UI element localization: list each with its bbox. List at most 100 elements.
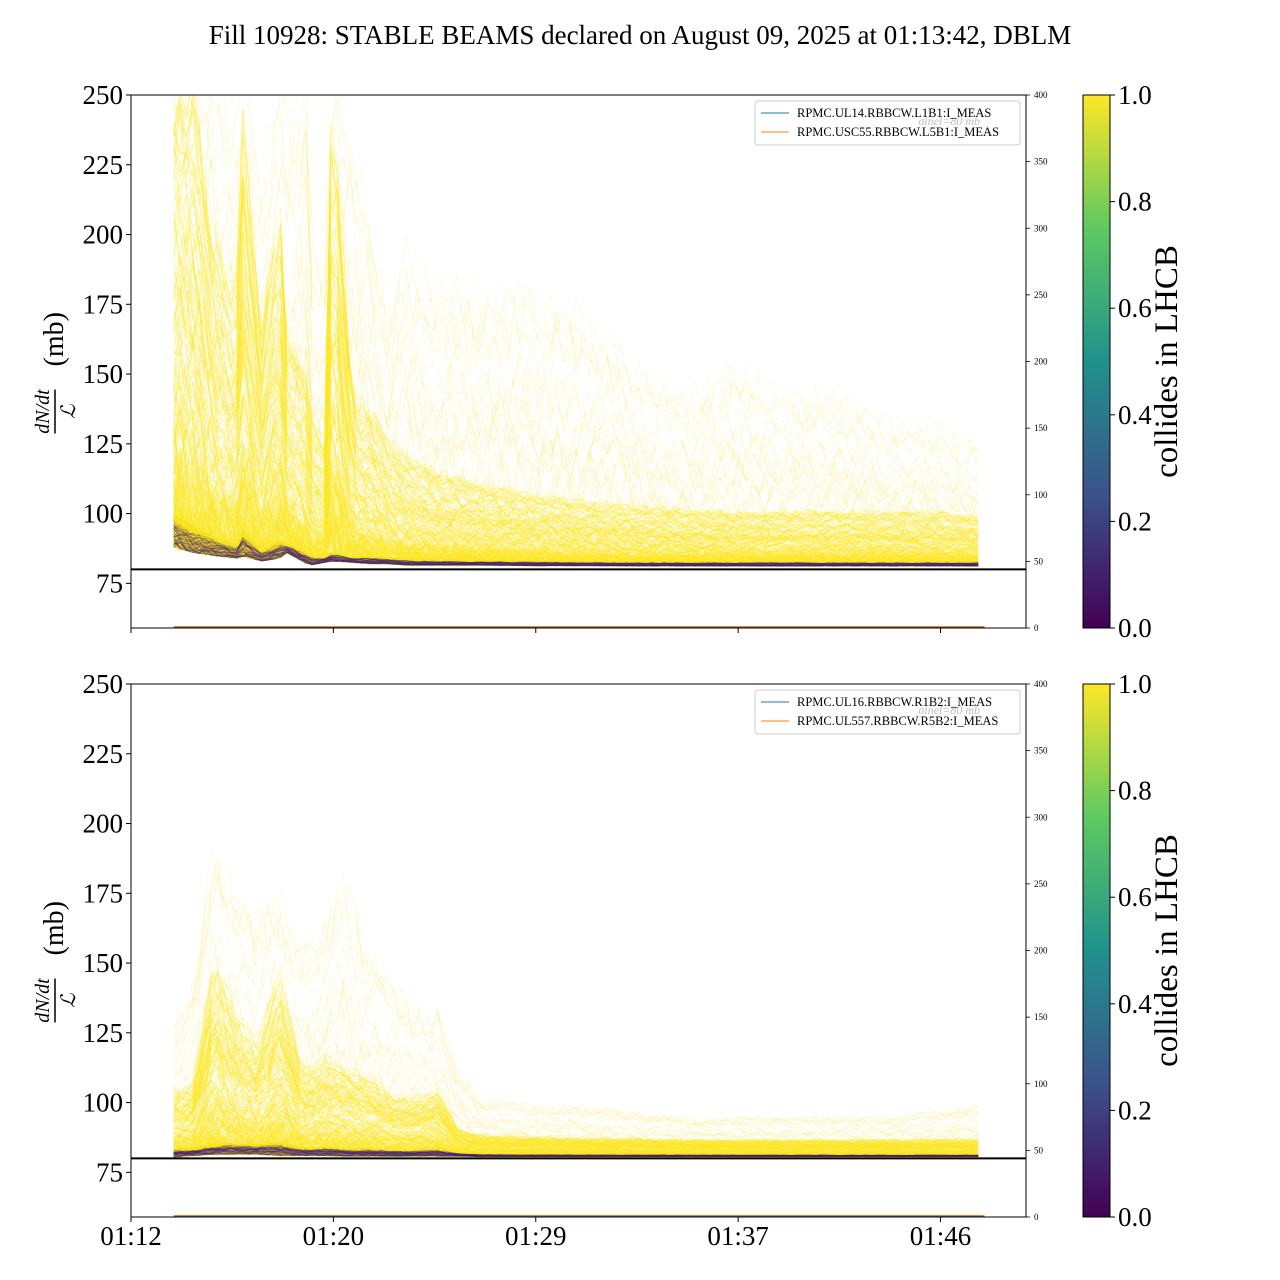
series-line-noncolliding — [173, 1150, 979, 1158]
y-tick-label: 175 — [83, 878, 124, 908]
series-line-faint — [173, 343, 979, 537]
reference-annotation: σinel=80 mb — [918, 114, 980, 128]
series-line-noncolliding — [173, 538, 979, 567]
data-lines — [173, 850, 979, 1158]
series-line-faint — [173, 871, 979, 1127]
colorbar-gradient — [1082, 683, 1111, 1218]
series-line — [173, 359, 979, 552]
series-line-faint — [173, 260, 979, 511]
series-line-faint — [173, 1034, 979, 1150]
series-line-noncolliding — [173, 1151, 979, 1158]
series-line — [173, 420, 979, 561]
series-line — [173, 258, 979, 541]
series-line — [173, 972, 979, 1143]
y-label-units: (mb) — [39, 312, 70, 366]
series-line-faint — [173, 373, 979, 544]
series-line-faint — [173, 990, 979, 1142]
series-line-core — [173, 1152, 979, 1158]
series-line-faint — [173, 262, 979, 515]
series-line-faint — [173, 429, 979, 560]
right-y-tick-label: 200 — [1034, 357, 1048, 367]
right-y-tick-label: 50 — [1034, 1145, 1044, 1155]
y-label-numerator: dN/dt — [32, 389, 54, 434]
series-line — [173, 1098, 979, 1155]
series-line — [173, 231, 979, 538]
series-line-faint — [173, 850, 979, 1126]
series-line — [173, 1064, 979, 1153]
y-axis-label: dN/dt ℒ (mb) — [32, 312, 80, 434]
series-line — [173, 384, 979, 555]
series-line-noncolliding — [173, 1146, 979, 1157]
colorbar-tick-label: 0.4 — [1118, 989, 1152, 1019]
colorbar-tick-label: 0.4 — [1118, 400, 1152, 430]
series-line-faint — [173, 1015, 979, 1149]
series-line-noncolliding — [173, 1147, 979, 1157]
y-tick-label: 125 — [83, 429, 124, 459]
series-line — [173, 351, 979, 551]
series-line-faint — [173, 927, 979, 1134]
series-line — [173, 1112, 979, 1156]
series-line-noncolliding — [173, 538, 979, 566]
series-line-noncolliding — [173, 528, 979, 566]
series-line-faint — [173, 271, 979, 514]
series-line — [173, 192, 979, 535]
series-line — [173, 339, 979, 550]
series-line — [173, 1049, 979, 1150]
colorbar-tick-label: 0.0 — [1118, 613, 1152, 643]
series-line-faint — [173, 1082, 979, 1156]
series-line — [173, 468, 979, 564]
series-line-noncolliding — [173, 1151, 979, 1158]
series-line — [173, 999, 979, 1145]
series-line — [173, 404, 979, 555]
series-line — [173, 1087, 979, 1154]
series-line — [173, 95, 979, 522]
right-y-tick-label: 300 — [1034, 812, 1048, 822]
series-line — [173, 1026, 979, 1148]
series-line — [173, 285, 979, 544]
series-line — [173, 224, 979, 537]
legend-box — [754, 100, 1021, 146]
series-line — [173, 1016, 979, 1147]
series-line — [173, 1020, 979, 1147]
series-line — [173, 1056, 979, 1151]
series-line — [173, 395, 979, 558]
series-line — [173, 98, 979, 523]
series-line-noncolliding — [173, 1147, 979, 1157]
y-tick-label: 75 — [96, 568, 123, 598]
series-line — [173, 1053, 979, 1151]
series-line — [173, 192, 979, 535]
series-line-noncolliding — [173, 525, 979, 565]
series-line — [173, 971, 979, 1144]
series-line-core — [173, 1142, 979, 1156]
series-line — [173, 1075, 979, 1153]
series-line-noncolliding — [173, 1146, 979, 1157]
series-line — [173, 396, 979, 556]
colorbar-tick-label: 0.8 — [1118, 776, 1152, 806]
series-line — [173, 1024, 979, 1147]
series-line — [173, 145, 979, 531]
series-line-noncolliding — [173, 1150, 979, 1158]
series-line — [173, 1035, 979, 1149]
series-line-faint — [173, 501, 979, 568]
reference-annotation: σinel=80 mb — [918, 703, 980, 717]
series-line — [173, 458, 979, 565]
series-line-faint — [173, 867, 979, 1125]
series-line — [173, 1079, 979, 1153]
series-line-noncolliding — [173, 540, 979, 567]
series-line — [173, 993, 979, 1145]
right-y-tick-label: 400 — [1034, 90, 1048, 100]
series-line — [173, 1029, 979, 1149]
series-line — [173, 1094, 979, 1155]
series-line-faint — [173, 294, 979, 519]
series-line — [173, 249, 979, 541]
series-line — [173, 429, 979, 563]
series-line — [173, 1038, 979, 1149]
series-line — [173, 429, 979, 558]
series-line-faint — [173, 430, 979, 561]
series-line-noncolliding — [173, 1148, 979, 1157]
series-line-faint — [173, 1021, 979, 1149]
series-line — [173, 460, 979, 566]
series-line — [173, 253, 979, 540]
series-line — [173, 1102, 979, 1155]
series-line-faint — [173, 861, 979, 1126]
